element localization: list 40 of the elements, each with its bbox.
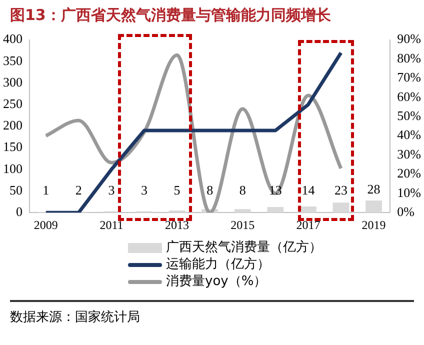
data-label: 2 bbox=[75, 182, 82, 198]
data-label: 23 bbox=[334, 182, 348, 198]
y-tick-label: 100 bbox=[3, 160, 22, 176]
legend-label: 广西天然气消费量（亿方） bbox=[166, 239, 322, 256]
data-label: 3 bbox=[108, 182, 115, 198]
y2-tick-label: 80% bbox=[397, 50, 422, 66]
x-tick-label: 2017 bbox=[296, 218, 320, 232]
y2-tick-label: 60% bbox=[397, 88, 422, 104]
y2-tick-label: 0% bbox=[397, 204, 415, 220]
legend-label: 运输能力（亿方） bbox=[166, 256, 270, 273]
source-note: 数据来源：国家统计局 bbox=[10, 309, 141, 326]
chart-title: 图13：广西省天然气消费量与管输能力同频增长 bbox=[9, 5, 332, 26]
data-label: 8 bbox=[239, 182, 246, 198]
y2-tick-label: 20% bbox=[397, 166, 422, 181]
y2-tick-label: 40% bbox=[397, 127, 422, 142]
y-tick-label: 150 bbox=[3, 139, 22, 154]
y2-tick-label: 10% bbox=[397, 184, 422, 200]
y-tick-label: 50 bbox=[10, 182, 22, 198]
x-tick-label: 2011 bbox=[100, 218, 124, 232]
data-label: 8 bbox=[206, 182, 214, 198]
y-tick-label: 200 bbox=[3, 118, 22, 133]
y-tick-label: 350 bbox=[3, 52, 22, 68]
y-tick-label: 250 bbox=[3, 96, 22, 112]
data-label: 5 bbox=[174, 182, 180, 198]
y-tick-label: 300 bbox=[3, 74, 22, 90]
x-tick-label: 2019 bbox=[362, 218, 386, 232]
legend-label: 消费量yoy（%） bbox=[166, 273, 267, 290]
x-tick-label: 2013 bbox=[165, 218, 190, 232]
y2-tick-label: 50% bbox=[397, 108, 422, 124]
data-label: 14 bbox=[302, 182, 316, 198]
data-label: 28 bbox=[367, 181, 380, 196]
data-label: 3 bbox=[141, 182, 148, 198]
y2-tick-label: 30% bbox=[397, 146, 422, 162]
y-tick-label: 400 bbox=[3, 31, 22, 46]
x-tick-label: 2009 bbox=[34, 218, 58, 232]
y2-tick-label: 90% bbox=[397, 31, 422, 46]
data-label: 1 bbox=[42, 182, 50, 198]
y-tick-label: 0 bbox=[16, 204, 22, 220]
x-tick-label: 2015 bbox=[230, 218, 255, 232]
y2-tick-label: 70% bbox=[397, 70, 422, 85]
